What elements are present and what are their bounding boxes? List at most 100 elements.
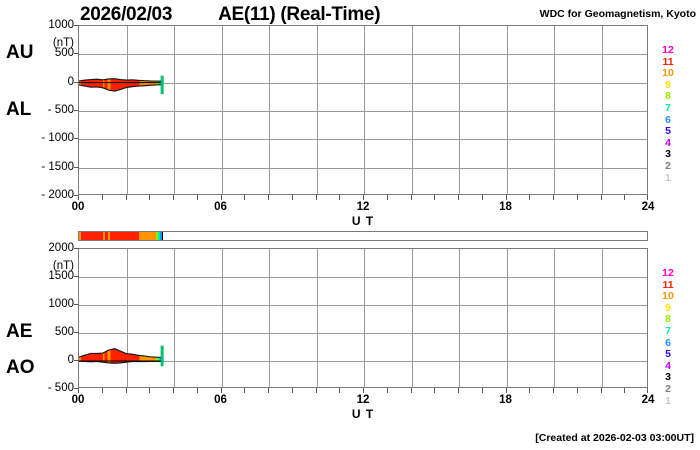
- y-tick-mark: [74, 332, 79, 333]
- coverage-segment: [161, 232, 164, 240]
- x-tick-mark: [315, 195, 317, 200]
- x-tick-mark: [291, 388, 293, 393]
- x-tick-mark: [576, 195, 578, 200]
- x-tick-label: 24: [641, 394, 655, 406]
- y-tick-label: 500: [54, 47, 74, 60]
- x-tick-label: 12: [356, 394, 370, 406]
- coverage-bar: [78, 231, 648, 241]
- x-tick-mark: [647, 388, 648, 393]
- x-tick-mark: [434, 388, 436, 393]
- legend-level-2: 2: [665, 159, 671, 172]
- x-tick-mark: [220, 388, 222, 393]
- station-legend-top: 12 11 10 9 8 7 6 5 4 3 2 1: [655, 44, 681, 184]
- x-tick-mark: [125, 195, 127, 200]
- y-tick-label: 1500: [48, 270, 74, 282]
- legend-level-5: 5: [665, 348, 671, 361]
- x-tick-mark: [244, 195, 246, 200]
- x-tick-mark: [339, 388, 341, 393]
- y-tick-label: 500: [54, 326, 74, 338]
- legend-level-2: 2: [665, 382, 671, 395]
- y-tick-label: 0: [67, 354, 74, 366]
- x-tick-mark: [315, 388, 317, 393]
- x-tick-mark: [576, 388, 578, 393]
- x-tick-mark: [600, 195, 602, 200]
- data-trace-au-al: [79, 26, 649, 196]
- coverage-segment: [102, 232, 106, 240]
- gridlines-top: [79, 26, 647, 194]
- coverage-segment: [110, 232, 140, 240]
- legend-level-4: 4: [665, 359, 671, 372]
- x-tick-mark: [529, 388, 531, 393]
- x-tick-mark: [268, 388, 269, 393]
- page-title: 2026/02/03 AE(11) (Real-Time): [80, 4, 381, 26]
- legend-level-11: 11: [662, 55, 674, 68]
- legend-level-3: 3: [665, 148, 671, 161]
- y-axis-unit: (nT): [52, 260, 74, 272]
- y-axis-unit: (nT): [52, 37, 74, 49]
- x-tick-mark: [173, 388, 174, 393]
- x-tick-mark: [529, 195, 531, 200]
- y-tick-label: - 500: [47, 104, 74, 116]
- legend-level-9: 9: [665, 78, 671, 91]
- x-tick-mark: [386, 195, 388, 200]
- station-legend-bottom: 12 11 10 9 8 7 6 5 4 3 2 1: [655, 267, 681, 407]
- data-trace-ae-ao: [79, 249, 649, 389]
- x-tick-mark: [505, 388, 507, 393]
- legend-level-8: 8: [665, 90, 671, 103]
- x-tick-label: 00: [71, 201, 85, 213]
- legend-level-9: 9: [665, 301, 671, 314]
- legend-level-10: 10: [662, 290, 674, 303]
- y-tick-label: - 500: [47, 382, 74, 394]
- x-tick-label: 18: [499, 201, 512, 213]
- y-axis-bottom: 2000 1500 1000 500 0 - 500 (nT): [0, 242, 79, 394]
- x-tick-mark: [458, 388, 459, 393]
- y-tick-mark: [74, 53, 79, 55]
- x-tick-label: 06: [214, 394, 227, 406]
- x-tick-mark: [149, 195, 151, 200]
- x-tick-mark: [624, 195, 626, 200]
- x-tick-mark: [78, 195, 79, 200]
- legend-level-6: 6: [665, 336, 671, 349]
- x-tick-label: 24: [641, 201, 655, 213]
- y-tick-label: - 1000: [41, 132, 74, 145]
- x-axis-title: U T: [351, 407, 375, 421]
- x-tick-mark: [173, 195, 174, 200]
- legend-level-12: 12: [662, 267, 674, 279]
- y-tick-label: - 1500: [41, 160, 74, 173]
- x-tick-mark: [125, 388, 127, 393]
- x-tick-mark: [196, 388, 198, 393]
- created-timestamp: [Created at 2026-02-03 03:00UT]: [535, 432, 694, 444]
- y-tick-mark: [74, 248, 79, 249]
- y-tick-label: 1000: [48, 19, 74, 31]
- x-tick-mark: [291, 195, 293, 200]
- chart-panel-ae-ao: [78, 248, 648, 388]
- x-tick-mark: [553, 195, 554, 200]
- x-tick-mark: [101, 388, 103, 393]
- y-tick-label: 0: [67, 75, 74, 88]
- coverage-segment: [105, 232, 108, 240]
- x-tick-mark: [101, 195, 103, 200]
- x-tick-mark: [553, 388, 554, 393]
- y-tick-label: 1000: [48, 298, 74, 310]
- y-tick-mark: [74, 81, 79, 83]
- x-tick-mark: [363, 195, 364, 200]
- chart-panel-au-al: [78, 25, 648, 195]
- x-tick-mark: [481, 388, 483, 393]
- coverage-segment: [158, 232, 160, 240]
- legend-level-6: 6: [665, 113, 671, 126]
- legend-level-7: 7: [665, 101, 671, 114]
- y-tick-mark: [74, 138, 79, 140]
- y-tick-label: - 2000: [41, 189, 74, 201]
- y-tick-mark: [74, 25, 79, 26]
- coverage-segment: [79, 232, 81, 240]
- legend-level-1: 1: [665, 171, 671, 184]
- x-axis-top: 00 06 12 18 24 U T: [72, 195, 654, 228]
- x-tick-mark: [363, 388, 364, 393]
- x-tick-label: 00: [71, 394, 85, 406]
- x-tick-mark: [410, 388, 412, 393]
- y-tick-mark: [74, 195, 79, 196]
- legend-level-1: 1: [665, 394, 671, 407]
- legend-level-11: 11: [662, 278, 674, 291]
- legend-level-8: 8: [665, 313, 671, 326]
- y-tick-mark: [74, 360, 79, 361]
